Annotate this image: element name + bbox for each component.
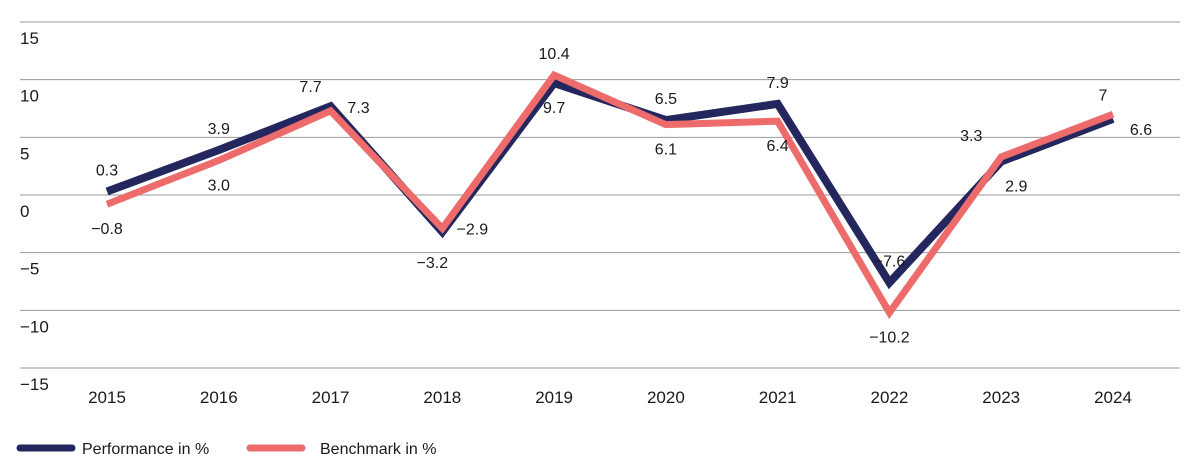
- data-label-performance: 6.6: [1130, 122, 1152, 139]
- y-tick-label: −10: [20, 317, 49, 336]
- data-label-performance: −3.2: [417, 255, 449, 272]
- data-label-performance: 2.9: [1005, 179, 1027, 196]
- y-tick-label: −15: [20, 375, 49, 394]
- y-tick-label: 5: [20, 144, 29, 163]
- data-label-performance: 6.5: [655, 91, 677, 108]
- legend: Performance in % Benchmark in %: [16, 441, 437, 458]
- data-label-performance: 7.9: [767, 75, 789, 92]
- data-label-benchmark: 3.0: [208, 177, 230, 194]
- series-line-benchmark: [105, 70, 1115, 320]
- data-label-performance: 7.7: [299, 79, 321, 96]
- data-label-performance: −7.6: [874, 254, 906, 271]
- data-label-performance: 9.7: [543, 100, 565, 117]
- data-label-benchmark: 3.3: [960, 128, 982, 145]
- data-label-benchmark: 7.3: [347, 100, 369, 117]
- data-labels: 0.3 −0.8 3.9 3.0 7.7 7.3 −2.9 −3.2 10.4 9.7 6.5 6.1…: [91, 46, 1152, 347]
- x-tick-label: 2018: [423, 388, 461, 407]
- x-tick-label: 2021: [759, 388, 797, 407]
- x-tick-label: 2022: [871, 388, 909, 407]
- data-label-benchmark: 6.4: [767, 138, 789, 155]
- y-tick-label: 0: [20, 202, 29, 221]
- x-tick-label: 2024: [1094, 388, 1132, 407]
- x-tick-label: 2015: [88, 388, 126, 407]
- legend-label-performance: Performance in %: [82, 441, 209, 458]
- x-tick-label: 2016: [200, 388, 238, 407]
- y-tick-label: −5: [20, 260, 39, 279]
- x-tick-label: 2020: [647, 388, 685, 407]
- x-tick-label: 2023: [982, 388, 1020, 407]
- data-label-benchmark: −2.9: [457, 221, 489, 238]
- legend-label-benchmark: Benchmark in %: [320, 441, 437, 458]
- series-lines: [105, 70, 1115, 320]
- y-axis-ticks: 15 10 5 0 −5 −10 −15: [20, 29, 49, 394]
- data-label-benchmark: 10.4: [539, 46, 570, 63]
- y-tick-label: 15: [20, 29, 39, 48]
- data-label-benchmark: 6.1: [655, 142, 677, 159]
- gridlines: [20, 21, 1180, 369]
- x-tick-label: 2019: [535, 388, 573, 407]
- x-tick-label: 2017: [312, 388, 350, 407]
- y-tick-label: 10: [20, 87, 39, 106]
- data-label-benchmark: −0.8: [91, 221, 123, 238]
- data-label-performance: 0.3: [96, 163, 118, 180]
- data-label-performance: 3.9: [208, 121, 230, 138]
- x-axis-ticks: 2015 2016 2017 2018 2019 2020 2021 2022 2023 2024: [88, 388, 1132, 407]
- data-label-benchmark: 7: [1099, 87, 1108, 104]
- data-label-benchmark: −10.2: [869, 330, 910, 347]
